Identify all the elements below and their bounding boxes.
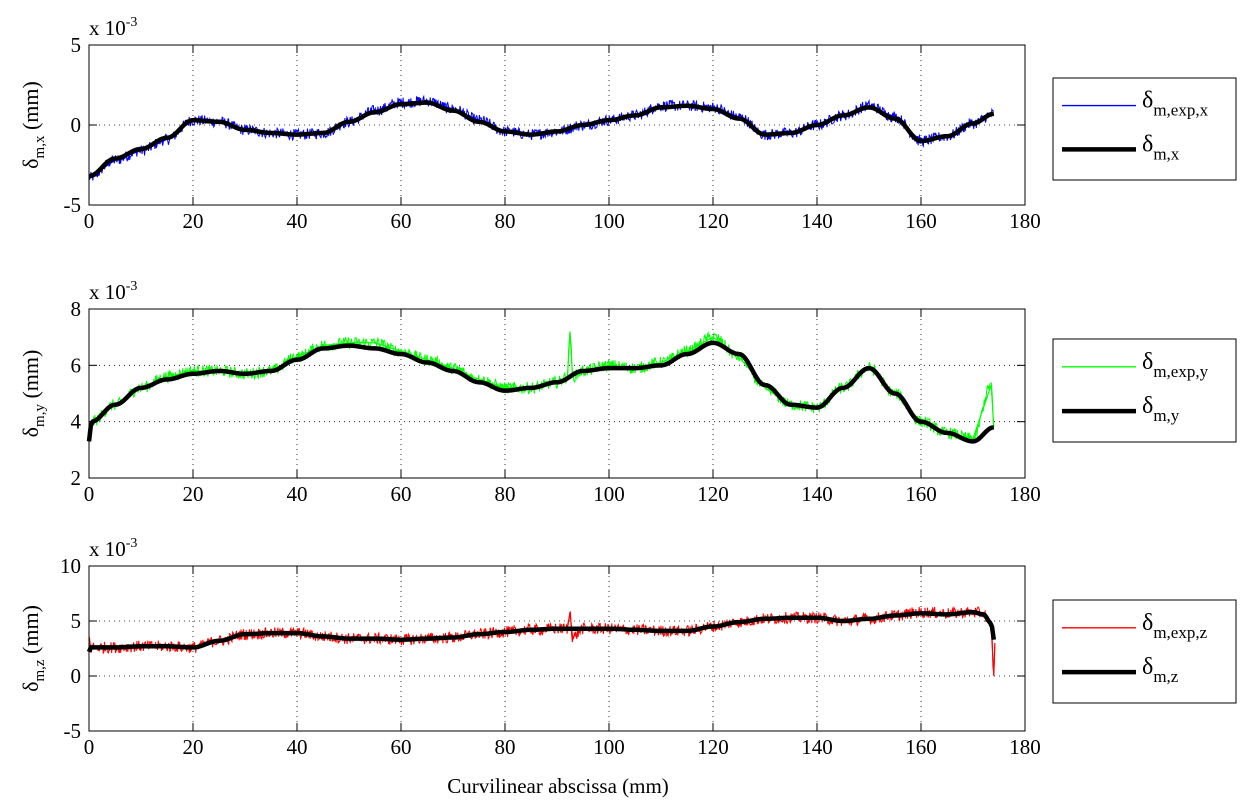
legend-box (1052, 338, 1237, 443)
x-tick-label: 140 (801, 735, 833, 759)
legend-box (1052, 599, 1237, 704)
x-tick-label: 100 (593, 735, 625, 759)
y-tick-label: 6 (71, 353, 82, 377)
y-axis-label: δm,z (mm) (18, 605, 48, 692)
x-tick-label: 40 (287, 209, 308, 233)
y-tick-label: -5 (64, 193, 82, 217)
legend-label: δm,x (1142, 131, 1180, 163)
y-tick-label: 0 (71, 664, 82, 688)
series-line-y-model (86, 340, 995, 444)
x-tick-label: 80 (495, 735, 516, 759)
x-tick-label: 80 (495, 209, 516, 233)
x-tick-label: 120 (697, 209, 729, 233)
x-tick-label: 60 (391, 209, 412, 233)
legend-label: δm,exp,y (1142, 349, 1209, 381)
legend-label: δm,z (1142, 654, 1179, 686)
x-tick-label: 140 (801, 209, 833, 233)
axes-frame (88, 565, 1026, 732)
legend: δm,exp,x δm,x (1052, 77, 1237, 181)
legend: δm,exp,y δm,y (1052, 338, 1237, 443)
x-tick-label: 160 (905, 482, 937, 506)
x-tick-label: 100 (593, 209, 625, 233)
x-tick-label: 180 (1009, 735, 1041, 759)
x-tick-label: 120 (697, 735, 729, 759)
x-tick-label: 20 (183, 482, 204, 506)
y-tick-label: 5 (71, 33, 82, 57)
y-tick-label: 4 (71, 410, 82, 434)
series-line-z-model (86, 609, 997, 653)
x-tick-label: 120 (697, 482, 729, 506)
x-tick-label: 0 (84, 482, 95, 506)
y-tick-label: -5 (64, 719, 82, 743)
x-tick-label: 100 (593, 482, 625, 506)
y-tick-label: 10 (60, 554, 81, 578)
y-tick-label: 2 (71, 466, 82, 490)
x-tick-label: 180 (1009, 209, 1041, 233)
y-tick-label: 5 (71, 609, 82, 633)
x-tick-label: 40 (287, 735, 308, 759)
x-axis-label: Curvilinear abscissa (mm) (447, 774, 669, 798)
y-axis-label: δm,x (mm) (18, 81, 48, 169)
x-tick-label: 60 (391, 735, 412, 759)
axes-frame (88, 308, 1026, 479)
legend-label: δm,y (1142, 393, 1180, 425)
y-tick-label: 0 (71, 113, 82, 137)
legend-label: δm,exp,x (1142, 88, 1209, 120)
x-tick-label: 180 (1009, 482, 1041, 506)
legend: δm,exp,z δm,z (1052, 599, 1237, 704)
legend-label: δm,exp,z (1142, 610, 1208, 642)
x-tick-label: 40 (287, 482, 308, 506)
x-tick-label: 0 (84, 209, 95, 233)
x-tick-label: 160 (905, 735, 937, 759)
x-tick-label: 80 (495, 482, 516, 506)
legend-box (1052, 77, 1237, 181)
series-line-x-model (88, 100, 995, 179)
y-tick-label: 8 (71, 297, 82, 321)
y-axis-label: δm,y (mm) (18, 350, 48, 438)
x-tick-label: 140 (801, 482, 833, 506)
x-tick-label: 0 (84, 735, 95, 759)
x-tick-label: 20 (183, 209, 204, 233)
x-tick-label: 160 (905, 209, 937, 233)
x-tick-label: 60 (391, 482, 412, 506)
x-tick-label: 20 (183, 735, 204, 759)
